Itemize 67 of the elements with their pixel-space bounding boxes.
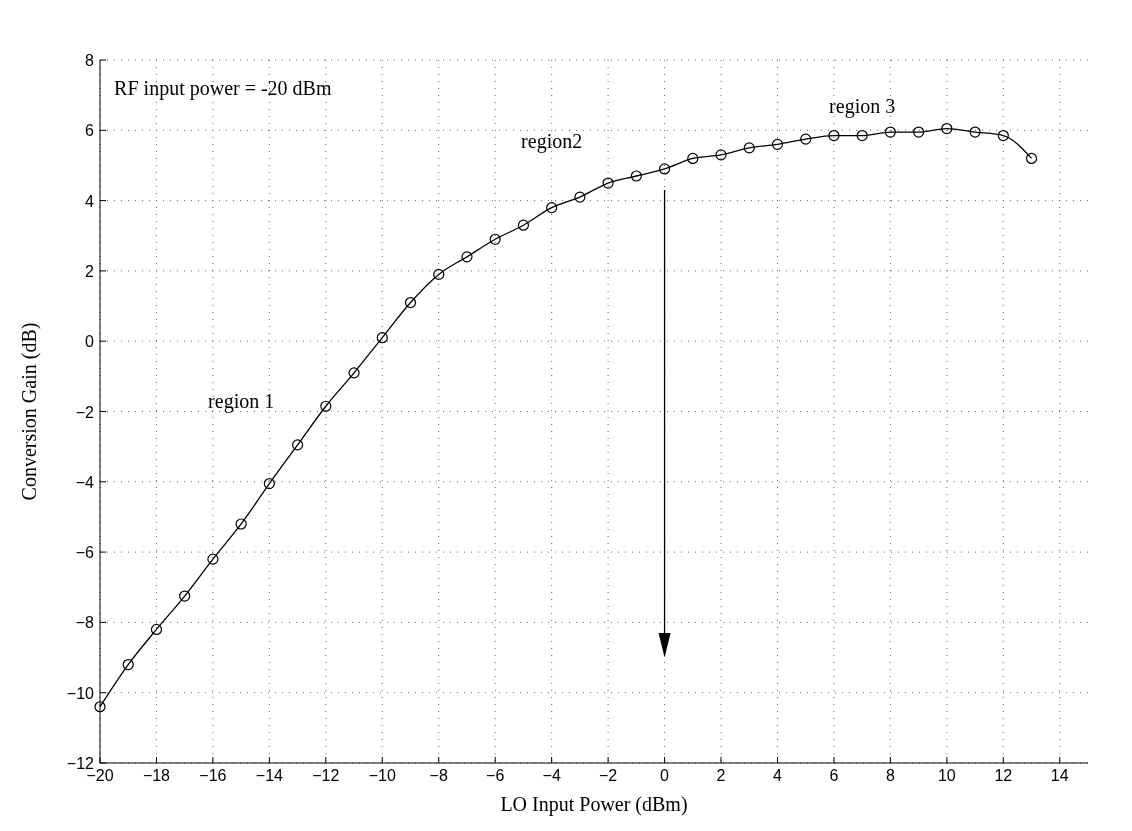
point: [828, 129, 840, 142]
x-axis-title: LO Input Power (dBm): [500, 793, 688, 816]
y-tick-label: 6: [85, 122, 95, 140]
point: [179, 590, 191, 602]
point: [263, 477, 275, 490]
annotation: region2: [521, 129, 583, 153]
y-tick-label: −4: [75, 473, 95, 491]
point: [348, 367, 360, 379]
point: [1025, 152, 1038, 165]
x-tick-label: −8: [429, 767, 448, 784]
x-tick-label: −2: [598, 767, 618, 784]
y-tick-label: −8: [75, 614, 95, 632]
x-tick-label: −10: [368, 767, 396, 784]
y-tick-label: −6: [75, 544, 95, 562]
point: [376, 332, 388, 344]
x-tick-label: −12: [312, 767, 340, 784]
point: [856, 129, 868, 142]
x-tick-label: −14: [255, 767, 284, 784]
point: [207, 553, 219, 565]
x-tick-label: −6: [486, 767, 505, 784]
annotation: region 3: [829, 94, 896, 118]
x-tick-label: 10: [937, 767, 956, 784]
point: [913, 126, 925, 138]
x-tick-label: 0: [660, 767, 670, 784]
x-tick-label: 6: [829, 767, 839, 784]
point: [969, 126, 981, 138]
point: [771, 138, 784, 150]
y-tick-label: −10: [66, 684, 95, 702]
x-tick-label: 2: [716, 767, 726, 784]
point: [743, 142, 755, 154]
y-tick-label: 0: [85, 333, 95, 351]
point: [941, 122, 953, 135]
point: [292, 439, 304, 451]
annotation: region 1: [208, 389, 275, 413]
x-tick-label: −4: [542, 767, 561, 784]
point: [235, 518, 247, 530]
point: [715, 149, 727, 161]
point: [150, 623, 163, 636]
point: [884, 126, 896, 138]
x-tick-label: 14: [1050, 767, 1069, 784]
point: [997, 129, 1009, 142]
y-tick-label: 8: [85, 52, 95, 69]
x-tick-label: −16: [199, 767, 227, 784]
point: [630, 170, 642, 182]
point: [461, 251, 473, 263]
point: [517, 219, 530, 231]
point: [489, 233, 501, 245]
x-tick-label: 4: [773, 767, 783, 784]
annotation: RF input power = -20 dBm: [114, 77, 332, 101]
x-tick-label: 12: [994, 767, 1013, 784]
y-tick-label: 4: [85, 192, 95, 210]
point: [546, 202, 558, 214]
point: [574, 191, 586, 203]
x-tick-label: −18: [142, 767, 171, 784]
point: [658, 163, 671, 175]
point: [433, 268, 445, 281]
point: [404, 296, 417, 309]
point: [800, 133, 812, 145]
point: [687, 152, 699, 165]
point: [602, 177, 614, 189]
y-tick-label: −2: [75, 403, 95, 421]
y-axis-title: Conversion Gain (dB): [18, 322, 41, 501]
y-tick-label: 2: [85, 262, 95, 280]
point: [320, 400, 332, 412]
point: [122, 658, 134, 671]
point: [94, 701, 106, 713]
x-tick-label: 8: [885, 767, 895, 784]
